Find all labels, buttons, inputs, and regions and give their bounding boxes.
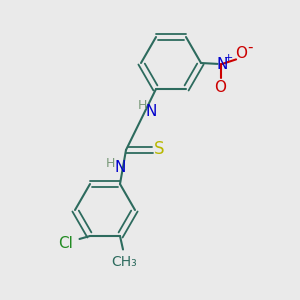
- Text: Cl: Cl: [58, 236, 73, 251]
- Text: CH₃: CH₃: [112, 255, 137, 269]
- Text: O: O: [236, 46, 247, 61]
- Text: O: O: [214, 80, 226, 95]
- Text: H: H: [138, 99, 147, 112]
- Text: N: N: [114, 160, 126, 175]
- Text: H: H: [106, 157, 115, 170]
- Text: S: S: [154, 140, 164, 158]
- Text: +: +: [224, 53, 234, 63]
- Text: -: -: [247, 40, 252, 55]
- Text: N: N: [146, 104, 157, 119]
- Text: N: N: [216, 57, 228, 72]
